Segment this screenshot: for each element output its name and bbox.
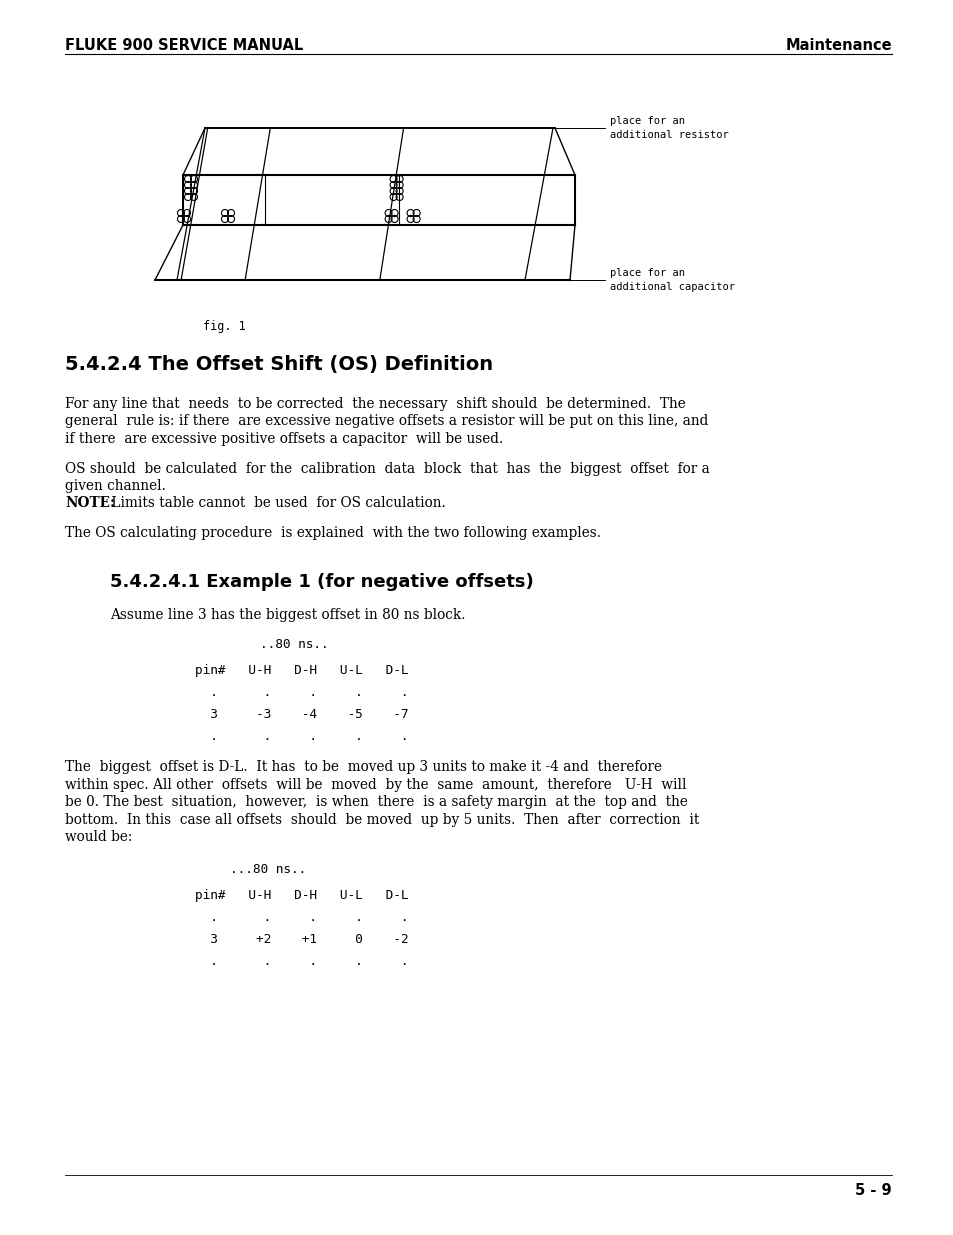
Text: The OS calculating procedure  is explained  with the two following examples.: The OS calculating procedure is explaine… [65, 526, 600, 540]
Text: OS should  be calculated  for the  calibration  data  block  that  has  the  big: OS should be calculated for the calibrat… [65, 462, 709, 475]
Text: pin#   U-H   D-H   U-L   D-L: pin# U-H D-H U-L D-L [194, 664, 408, 678]
Text: 5.4.2.4.1 Example 1 (for negative offsets): 5.4.2.4.1 Example 1 (for negative offset… [110, 573, 533, 592]
Text: NOTE:: NOTE: [65, 496, 115, 510]
Text: Assume line 3 has the biggest offset in 80 ns block.: Assume line 3 has the biggest offset in … [110, 609, 465, 622]
Text: FLUKE 900 SERVICE MANUAL: FLUKE 900 SERVICE MANUAL [65, 38, 303, 53]
Text: .      .     .     .     .: . . . . . [194, 730, 408, 743]
Text: general  rule is: if there  are excessive negative offsets a resistor will be pu: general rule is: if there are excessive … [65, 415, 708, 429]
Text: For any line that  needs  to be corrected  the necessary  shift should  be deter: For any line that needs to be corrected … [65, 396, 685, 411]
Text: fig. 1: fig. 1 [203, 320, 245, 333]
Text: be 0. The best  situation,  however,  is when  there  is a safety margin  at the: be 0. The best situation, however, is wh… [65, 795, 687, 809]
Text: 5 - 9: 5 - 9 [855, 1183, 891, 1198]
Text: bottom.  In this  case all offsets  should  be moved  up by 5 units.  Then  afte: bottom. In this case all offsets should … [65, 813, 699, 827]
Text: .      .     .     .     .: . . . . . [194, 687, 408, 699]
Text: Limits table cannot  be used  for OS calculation.: Limits table cannot be used for OS calcu… [107, 496, 445, 510]
Text: would be:: would be: [65, 830, 132, 845]
Text: ...80 ns..: ...80 ns.. [230, 863, 306, 876]
Text: .      .     .     .     .: . . . . . [194, 955, 408, 968]
Text: The  biggest  offset is D-L.  It has  to be  moved up 3 units to make it -4 and : The biggest offset is D-L. It has to be … [65, 761, 661, 774]
Text: within spec. All other  offsets  will be  moved  by the  same  amount,  therefor: within spec. All other offsets will be m… [65, 778, 686, 792]
Text: place for an
additional capacitor: place for an additional capacitor [609, 268, 734, 291]
Text: 3     +2    +1     0    -2: 3 +2 +1 0 -2 [194, 932, 408, 946]
Text: 3     -3    -4    -5    -7: 3 -3 -4 -5 -7 [194, 709, 408, 721]
Text: if there  are excessive positive offsets a capacitor  will be used.: if there are excessive positive offsets … [65, 432, 503, 446]
Text: place for an
additional resistor: place for an additional resistor [609, 116, 728, 140]
Text: Maintenance: Maintenance [784, 38, 891, 53]
Text: ..80 ns..: ..80 ns.. [260, 638, 328, 652]
Text: pin#   U-H   D-H   U-L   D-L: pin# U-H D-H U-L D-L [194, 889, 408, 902]
Text: .      .     .     .     .: . . . . . [194, 911, 408, 924]
Text: 5.4.2.4 The Offset Shift (OS) Definition: 5.4.2.4 The Offset Shift (OS) Definition [65, 354, 493, 374]
Text: given channel.: given channel. [65, 479, 166, 493]
